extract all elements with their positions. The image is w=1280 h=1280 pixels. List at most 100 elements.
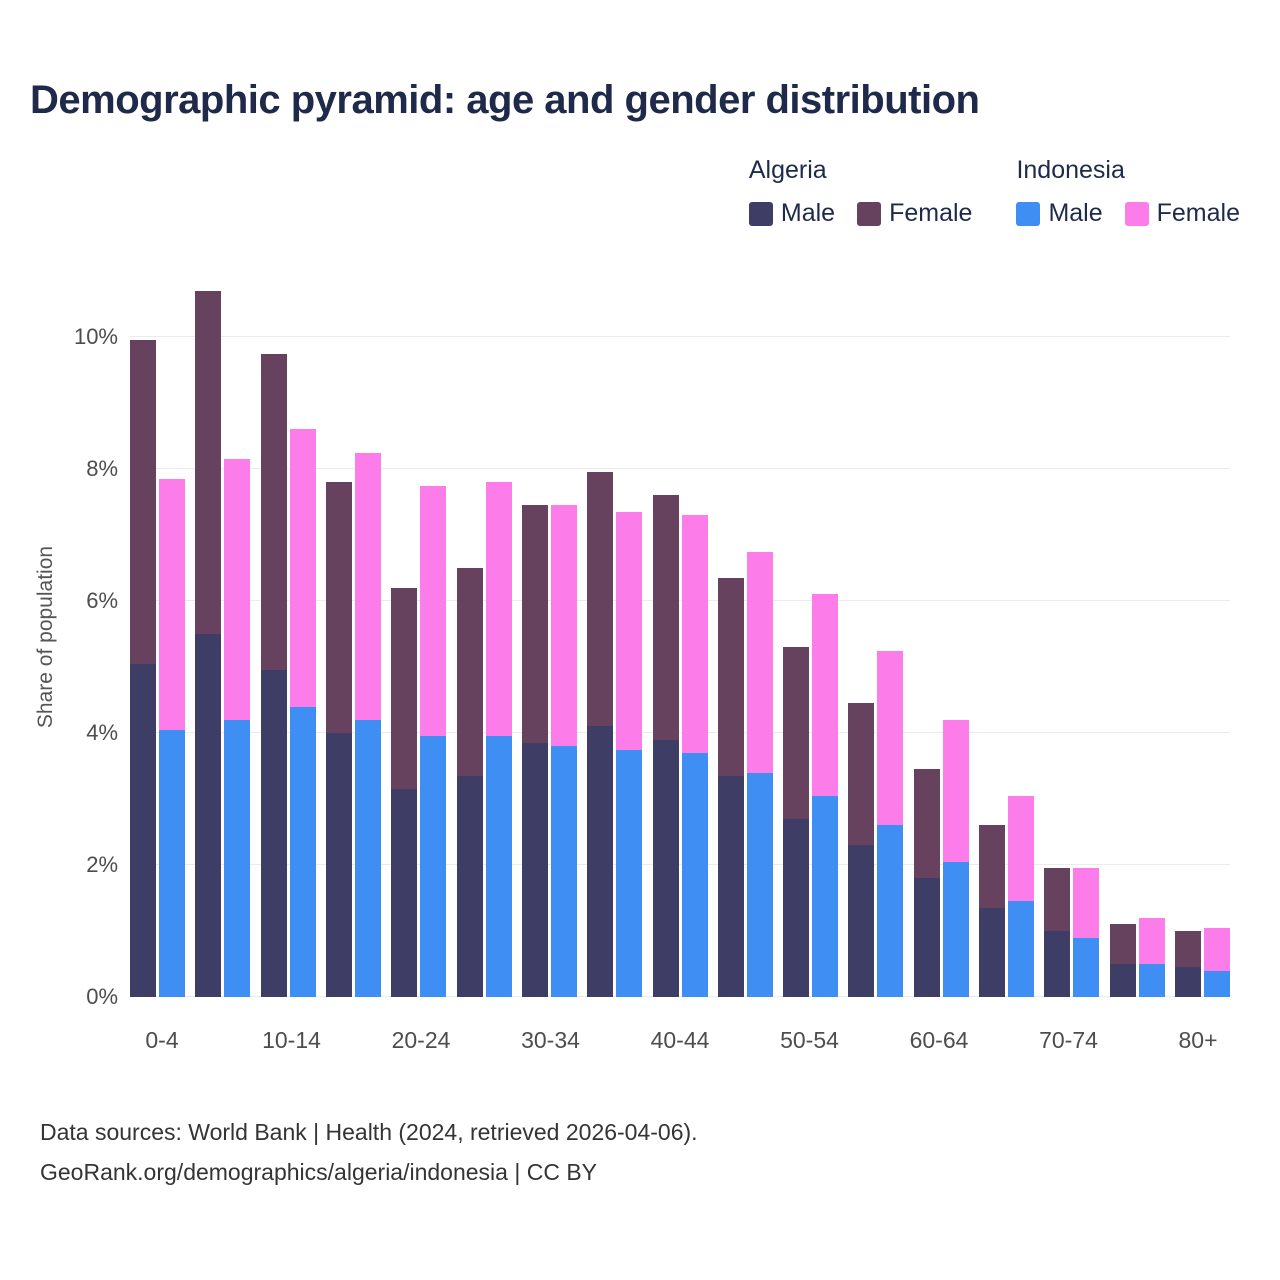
bar-segment-indonesia-female xyxy=(877,650,904,826)
algeria-bar xyxy=(652,495,679,997)
legend-header-indonesia: Indonesia xyxy=(1016,156,1125,184)
indonesia-bar xyxy=(1073,868,1100,997)
legend-group-indonesia: Indonesia Male Female xyxy=(1016,156,1240,228)
bar-group-65-69 xyxy=(979,337,1035,997)
bar-segment-algeria-female xyxy=(848,703,875,846)
bar-group-35-39 xyxy=(587,337,643,997)
bar-segment-algeria-female xyxy=(979,825,1006,908)
bar-segment-indonesia-female xyxy=(354,452,381,720)
bar-group-50-54 xyxy=(783,337,839,997)
bar-segment-algeria-male xyxy=(587,726,614,997)
bar-segment-algeria-female xyxy=(456,568,483,776)
gridline xyxy=(130,468,1230,469)
bar-group-80+ xyxy=(1175,337,1230,997)
bar-segment-algeria-female xyxy=(260,353,287,671)
x-tick-labels: 0-4 10-14 20-24 30-34 40-44 50-54 60-64 70-74 80… xyxy=(130,1027,1230,1054)
bar-segment-algeria-male xyxy=(848,845,875,997)
algeria-bar xyxy=(913,769,940,997)
algeria-bar xyxy=(1044,868,1071,997)
legend-entry-indonesia-female: Female xyxy=(1124,199,1240,228)
bar-segment-algeria-male xyxy=(652,739,679,997)
algeria-bar xyxy=(130,340,156,997)
indonesia-bar xyxy=(616,511,643,997)
gridline xyxy=(130,732,1230,733)
gridline xyxy=(130,864,1230,865)
y-tick-labels: 0% 2% 4% 6% 8% 10% xyxy=(20,326,118,1008)
x-tick-label xyxy=(454,1027,518,1054)
bar-group-30-34 xyxy=(521,337,577,997)
bar-segment-indonesia-female xyxy=(289,429,316,707)
bar-segment-algeria-male xyxy=(456,775,483,997)
bar-segment-algeria-female xyxy=(521,505,548,743)
indonesia-bar xyxy=(420,485,447,997)
legend-entry-label: Male xyxy=(780,199,836,227)
bar-segment-indonesia-male xyxy=(354,719,381,997)
x-tick-label: 30-34 xyxy=(521,1027,580,1053)
gridline xyxy=(130,600,1230,601)
bar-segment-algeria-male xyxy=(195,634,222,997)
bar-group-10-14 xyxy=(260,337,316,997)
x-tick-label xyxy=(195,1027,259,1054)
algeria-bar xyxy=(848,703,875,997)
x-tick-label: 0-4 xyxy=(145,1027,179,1053)
bar-group-5-9 xyxy=(195,290,251,997)
bar-segment-indonesia-female xyxy=(681,515,708,753)
x-tick-label xyxy=(1101,1027,1165,1054)
bar-segment-indonesia-female xyxy=(485,482,512,737)
x-tick-label: 60-64 xyxy=(909,1027,969,1053)
y-tick-label: 8% xyxy=(86,456,118,481)
bar-segment-indonesia-male xyxy=(746,772,773,997)
legend-row-indonesia: Male Female xyxy=(1016,199,1240,228)
algeria-male-swatch-icon xyxy=(748,201,773,226)
indonesia-bar xyxy=(1204,927,1230,997)
bar-segment-indonesia-female xyxy=(812,594,839,796)
indonesia-bar xyxy=(681,515,708,997)
bar-group-40-44 xyxy=(652,337,708,997)
bar-segment-indonesia-male xyxy=(224,719,251,997)
bar-segment-indonesia-male xyxy=(1138,964,1165,997)
bar-segment-algeria-female xyxy=(587,472,614,727)
legend-row-algeria: Male Female xyxy=(748,199,972,228)
bar-group-60-64 xyxy=(913,337,969,997)
bar-segment-indonesia-male xyxy=(616,749,643,997)
bar-segment-algeria-female xyxy=(1175,931,1201,968)
algeria-bar xyxy=(260,353,287,997)
x-tick-label: 40-44 xyxy=(650,1027,710,1053)
algeria-bar xyxy=(783,647,810,997)
bar-group-70-74 xyxy=(1044,337,1100,997)
bar-segment-indonesia-male xyxy=(420,736,447,997)
legend-entry-algeria-female: Female xyxy=(857,199,972,228)
bar-group-25-29 xyxy=(456,337,512,997)
y-tick-label: 6% xyxy=(86,588,118,613)
bar-segment-algeria-female xyxy=(1044,868,1071,931)
bar-segment-algeria-female xyxy=(391,587,418,790)
bar-segment-algeria-male xyxy=(521,742,548,997)
bar-segment-indonesia-male xyxy=(681,752,708,997)
bar-segment-algeria-female xyxy=(325,482,352,733)
bar-segment-algeria-female xyxy=(783,647,810,819)
gridline xyxy=(130,996,1230,997)
indonesia-bar xyxy=(550,505,577,997)
page-title: Demographic pyramid: age and gender dist… xyxy=(30,78,980,122)
bar-segment-algeria-male xyxy=(1175,967,1201,997)
bar-segment-algeria-female xyxy=(652,495,679,740)
legend-entry-label: Male xyxy=(1048,199,1103,227)
indonesia-bar xyxy=(877,650,904,997)
bar-segment-algeria-female xyxy=(195,290,222,634)
algeria-bar xyxy=(1109,924,1136,997)
bar-segment-algeria-male xyxy=(1109,964,1136,997)
y-tick-label: 4% xyxy=(86,720,118,745)
bar-segment-algeria-female xyxy=(1109,924,1136,964)
legend-entry-label: Female xyxy=(889,199,973,227)
indonesia-female-swatch-icon xyxy=(1124,201,1149,226)
bar-segment-indonesia-male xyxy=(485,736,512,997)
x-tick-label: 50-54 xyxy=(780,1027,839,1053)
bar-segment-algeria-female xyxy=(130,340,156,664)
bar-segment-indonesia-female xyxy=(159,478,185,730)
algeria-bar xyxy=(717,577,744,997)
bar-segment-algeria-male xyxy=(717,775,744,997)
x-tick-label: 80+ xyxy=(1178,1027,1218,1053)
bar-segment-indonesia-male xyxy=(942,861,969,997)
bar-segment-algeria-male xyxy=(325,733,352,997)
bar-segment-indonesia-male xyxy=(1204,970,1230,997)
